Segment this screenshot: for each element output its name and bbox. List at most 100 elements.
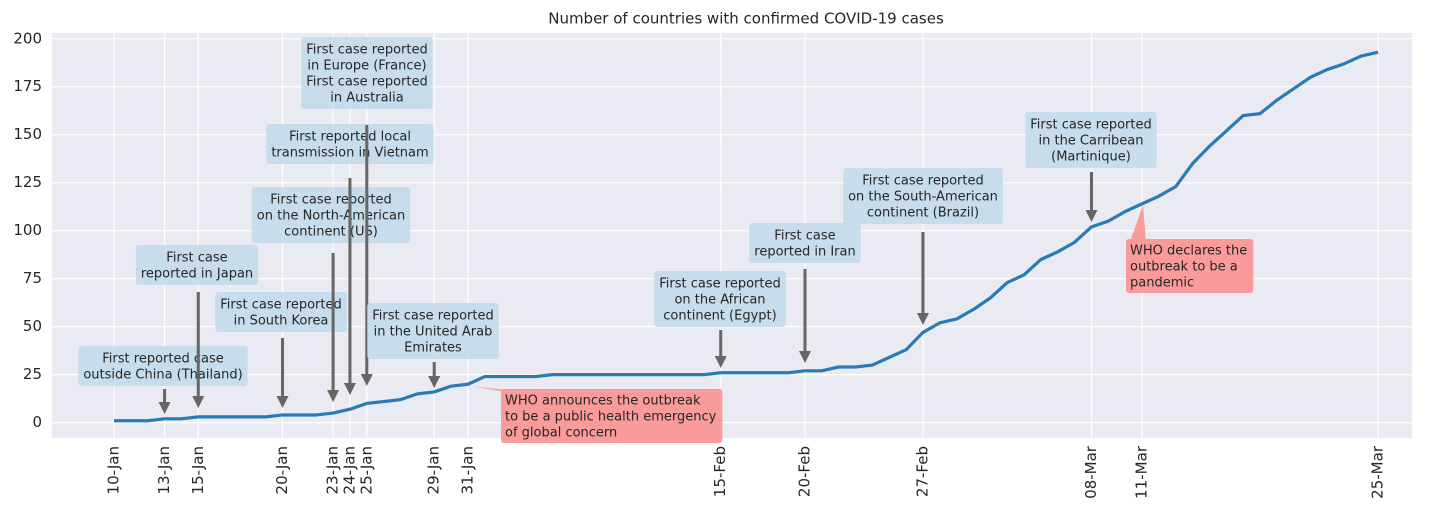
- annotation-box: [251, 187, 411, 243]
- annotation-text: in the Carribean: [1038, 134, 1143, 149]
- y-tick-label: 75: [23, 269, 42, 287]
- annotation-text: First case reported: [1030, 118, 1151, 133]
- y-tick-label: 25: [23, 365, 42, 383]
- annotation-text: (Martinique): [1051, 150, 1131, 165]
- x-tick-label: 11-Mar: [1133, 445, 1151, 499]
- annotation-text: continent (Brazil): [867, 206, 979, 221]
- annotation-text: reported in Japan: [141, 267, 253, 282]
- annotation-text: in South Korea: [234, 314, 329, 329]
- annotation-text: First case: [166, 251, 227, 266]
- annotation-text: First case reported: [306, 43, 427, 58]
- x-tick-label: 10-Jan: [105, 446, 123, 494]
- x-tick-label: 15-Jan: [189, 446, 207, 494]
- annotation-text: on the African: [674, 293, 765, 308]
- annotation-text: First reported local: [289, 130, 411, 145]
- x-tick-label: 20-Jan: [273, 446, 291, 494]
- x-tick-label: 27-Feb: [913, 446, 931, 497]
- x-tick-label: 08-Mar: [1082, 445, 1100, 499]
- annotation-text: continent (Egypt): [663, 309, 776, 324]
- annotation-text: First case: [774, 229, 835, 244]
- chart-title: Number of countries with confirmed COVID…: [548, 10, 944, 28]
- arrow-head: [1085, 210, 1098, 222]
- y-tick-label: 175: [13, 77, 42, 95]
- arrow-head: [158, 402, 171, 414]
- x-tick-label: 25-Mar: [1369, 445, 1387, 499]
- arrow-head: [428, 376, 441, 388]
- annotation-box: [215, 292, 347, 332]
- x-tick-label: 31-Jan: [458, 446, 476, 494]
- annotation-text: First case reported: [306, 75, 427, 90]
- x-tick-label: 29-Jan: [425, 446, 443, 494]
- annotation-text: pandemic: [1130, 276, 1194, 291]
- x-tick-label: 23-Jan: [324, 446, 342, 494]
- callout-wedge: [1130, 205, 1146, 242]
- annotation-box: [1025, 112, 1157, 168]
- annotation-text: in Australia: [330, 91, 404, 106]
- arrow-head: [343, 383, 356, 395]
- x-tick-label: 20-Feb: [795, 446, 813, 497]
- annotation-box: [78, 346, 248, 386]
- annotation-text: in the United Arab: [374, 325, 493, 340]
- x-tick-label: 24-Jan: [340, 446, 358, 494]
- annotation-box: [843, 168, 1003, 224]
- arrow-head: [276, 396, 289, 408]
- annotation-box: [301, 37, 433, 109]
- arrow-head: [916, 313, 929, 325]
- y-tick-label: 0: [32, 413, 42, 431]
- annotation-text: WHO declares the: [1130, 244, 1247, 259]
- annotation-box: [1126, 239, 1254, 293]
- arrow-head: [798, 351, 811, 363]
- y-tick-label: 200: [13, 29, 42, 47]
- annotation-text: transmission in Vietnam: [271, 146, 428, 161]
- annotation-box: [749, 223, 861, 263]
- annotation-text: on the North-American: [257, 209, 405, 224]
- annotation-text: First case reported: [220, 298, 341, 313]
- annotation-text: First case reported: [270, 193, 391, 208]
- annotation-text: Emirates: [404, 341, 462, 356]
- annotation-box: [135, 245, 259, 285]
- annotation-text: in Europe (France): [307, 59, 426, 74]
- x-tick-label: 15-Feb: [711, 446, 729, 497]
- annotation-box: [501, 389, 723, 443]
- annotation-text: First case reported: [372, 309, 493, 324]
- annotation-text: WHO announces the outbreak: [505, 394, 701, 409]
- arrow-head: [192, 396, 205, 408]
- annotation-text: outbreak to be a: [1130, 260, 1238, 275]
- annotation-text: reported in Iran: [754, 245, 855, 260]
- annotation-text: First case reported: [862, 174, 983, 189]
- annotation-text: to be a public health emergency: [505, 410, 717, 425]
- annotation-box: [266, 124, 434, 164]
- y-tick-label: 100: [13, 221, 42, 239]
- y-tick-label: 150: [13, 125, 42, 143]
- arrow-head: [714, 356, 727, 368]
- x-tick-label: 25-Jan: [357, 446, 375, 494]
- arrow-head: [360, 374, 373, 386]
- y-tick-label: 125: [13, 173, 42, 191]
- annotation-text: First reported case: [102, 352, 223, 367]
- annotation-text: on the South-American: [848, 190, 998, 205]
- annotation-text: continent (US): [284, 225, 378, 240]
- annotation-text: of global concern: [505, 426, 617, 441]
- annotation-text: outside China (Thailand): [83, 368, 242, 383]
- x-tick-label: 13-Jan: [155, 446, 173, 494]
- annotation-box: [654, 271, 786, 327]
- data-line: [114, 50, 1379, 423]
- arrow-head: [327, 390, 340, 402]
- annotation-box: [367, 303, 499, 359]
- y-tick-label: 50: [23, 317, 42, 335]
- annotation-text: First case reported: [659, 277, 780, 292]
